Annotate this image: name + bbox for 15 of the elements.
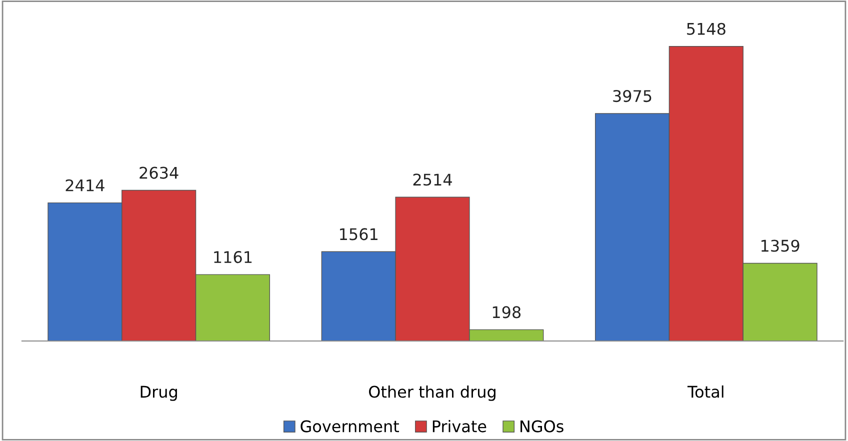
legend-label: NGOs [520, 420, 564, 432]
data-label: 2634 [140, 166, 178, 179]
data-label: 2514 [413, 174, 452, 186]
data-label: 1161 [214, 251, 252, 264]
x-tick-label: Total [687, 385, 724, 398]
data-label: 1359 [761, 240, 800, 252]
data-label: 2414 [66, 179, 104, 192]
data-label: 3975 [613, 90, 652, 102]
x-tick-label: Drug [140, 386, 177, 401]
legend-label: Government [300, 420, 400, 432]
data-label: 198 [492, 306, 521, 318]
legend-label: Private [432, 420, 486, 432]
data-label: 1561 [340, 228, 378, 240]
x-tick-label: Other than drug [369, 385, 496, 401]
data-label: 5148 [687, 22, 726, 35]
